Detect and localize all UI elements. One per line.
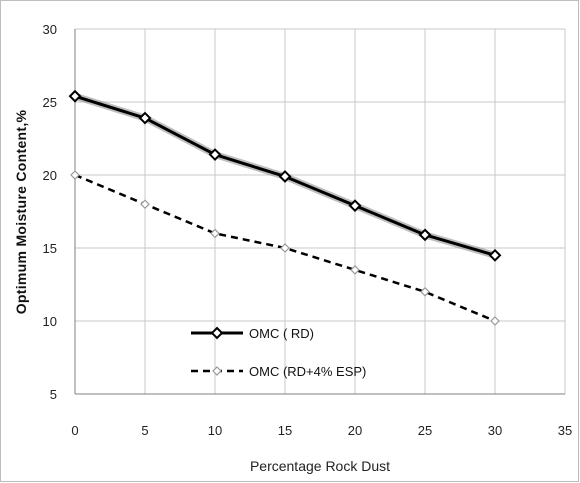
tick-labels: 0 5 10 15 20 25 30 35 5 10 15 20 25 30: [43, 22, 573, 438]
y-tick-label: 5: [50, 387, 57, 402]
x-tick-label: 0: [71, 423, 78, 438]
legend-swatch-marker: [212, 366, 222, 376]
legend-label: OMC (RD+4% ESP): [249, 364, 366, 379]
data-point: [210, 228, 220, 239]
series-1: [68, 89, 502, 262]
series-2: [70, 170, 500, 326]
x-tick-label: 5: [141, 423, 148, 438]
gridlines: [75, 28, 566, 394]
y-tick-label: 25: [43, 95, 57, 110]
legend: OMC ( RD) OMC (RD+4% ESP): [191, 326, 366, 379]
x-tick-label: 20: [348, 423, 362, 438]
data-point: [488, 248, 502, 262]
data-point: [280, 243, 290, 253]
data-point: [350, 265, 360, 275]
legend-entry-1: OMC ( RD): [191, 326, 314, 341]
data-point: [490, 316, 500, 326]
data-point: [420, 286, 430, 297]
series-lines: [68, 89, 502, 326]
x-tick-label: 25: [418, 423, 432, 438]
legend-entry-2: OMC (RD+4% ESP): [191, 364, 366, 379]
data-point: [278, 170, 292, 183]
x-tick-label: 15: [278, 423, 292, 438]
x-tick-label: 35: [558, 423, 572, 438]
x-axis-title: Percentage Rock Dust: [250, 458, 390, 474]
y-axis-title: Optimum Moisture Content,%: [13, 109, 29, 314]
legend-label: OMC ( RD): [249, 326, 314, 341]
x-tick-label: 30: [488, 423, 502, 438]
legend-swatch-marker: [210, 326, 224, 340]
y-tick-label: 20: [43, 168, 57, 183]
data-point: [68, 89, 82, 103]
data-point: [208, 148, 222, 161]
data-point: [70, 170, 80, 180]
data-point: [418, 228, 432, 242]
x-tick-label: 10: [208, 423, 222, 438]
data-point: [348, 199, 362, 213]
y-tick-label: 10: [43, 314, 57, 329]
y-tick-label: 15: [43, 241, 57, 256]
data-point: [140, 199, 150, 210]
y-tick-label: 30: [43, 22, 57, 37]
data-point: [138, 111, 152, 125]
